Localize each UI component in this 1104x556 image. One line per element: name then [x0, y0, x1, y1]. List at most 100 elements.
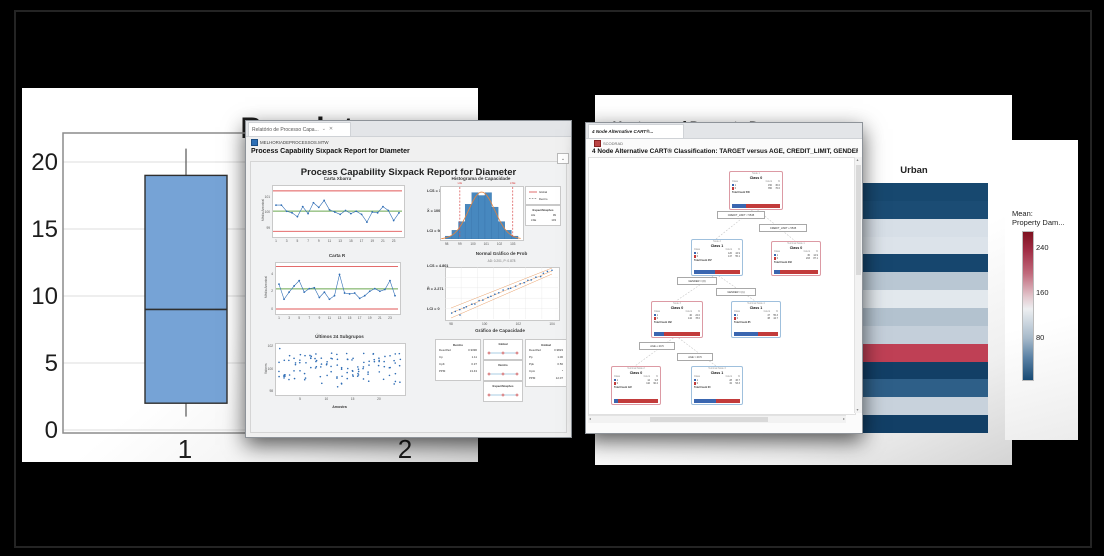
heatmap-cell	[862, 397, 988, 416]
horizontal-scrollbar[interactable]: ◂ ▸	[588, 415, 846, 423]
interval-title: Global	[498, 341, 508, 346]
histogram-xtick: 99	[458, 241, 462, 246]
heatmap-cell	[862, 236, 988, 255]
xbar-chart-xtick: 3	[285, 238, 288, 243]
cart-window: 4 Node Alternative CART®... SCODRAD 4 No…	[585, 122, 863, 434]
heatmap-cell	[862, 254, 988, 273]
interval-box-1: Dentro	[483, 360, 523, 381]
r-chart-xtick: 13	[337, 315, 342, 320]
histogram-xtick: 102	[496, 241, 503, 246]
interval-box-0: Global	[483, 339, 523, 360]
scrollbar-thumb[interactable]	[650, 417, 768, 422]
svg-text:10: 10	[31, 283, 58, 310]
legend-dentro: Dentro	[539, 196, 548, 201]
close-icon[interactable]: ✕	[328, 126, 334, 132]
r-chart-ytick: 0	[271, 307, 273, 311]
xbar-chart-ytick: 99	[266, 225, 270, 230]
svg-text:1: 1	[178, 434, 192, 462]
tab-capability-report[interactable]: Relatório de Processo Capa... ⌄ ✕	[248, 122, 351, 136]
scroll-right-icon[interactable]: ▸	[842, 416, 845, 421]
capability-histogram-title: Histograma de Capacidade	[451, 176, 511, 181]
r-chart-limit-label: LCS = 4.801	[427, 264, 449, 269]
within-table-stat-name: CpK	[439, 362, 445, 366]
r-chart-xtick: 7	[308, 315, 311, 320]
scroll-up-icon[interactable]: ▴	[856, 157, 859, 162]
interval-graphic	[487, 351, 519, 355]
r-chart-xtick: 17	[357, 315, 362, 320]
prob-plot-title: Normal Gráfico de Prob	[475, 251, 528, 256]
xbar-chart-xtick: 9	[317, 238, 320, 243]
heatmap-cell	[862, 272, 988, 291]
collapse-button[interactable]: ⌄	[557, 153, 569, 164]
color-scale-tick: 160	[1036, 288, 1049, 297]
xbar-chart-xtick: 15	[349, 238, 353, 243]
xbar-chart-xtick: 1	[275, 238, 277, 243]
xbar-chart-limit-label: LCI = 98.751	[427, 229, 450, 234]
r-chart-graphic	[276, 265, 398, 310]
spec-name: LIE	[531, 213, 536, 217]
r-chart-title: Carta R	[328, 253, 346, 258]
r-chart-xtick: 3	[288, 315, 290, 320]
overall-table-stat-value: 0.9823	[554, 348, 563, 352]
spec-value: 103	[551, 218, 556, 222]
overall-table-title: Global	[541, 343, 551, 347]
lsl-label: LIE	[457, 181, 463, 185]
within-table-stat-value: 0.37	[471, 362, 477, 366]
scrollbar-thumb[interactable]	[856, 165, 861, 275]
output-heading: Process Capability Sixpack Report for Di…	[251, 148, 410, 155]
last24-graphic	[278, 347, 402, 388]
last24-ytick: 100	[267, 366, 273, 371]
xbar-chart-xtick: 13	[338, 238, 342, 243]
chevron-down-icon[interactable]: ⌄	[321, 126, 326, 132]
cart-tabbar: 4 Node Alternative CART®...	[586, 123, 862, 139]
color-scale-tick: 80	[1036, 333, 1045, 342]
heatmap-column	[862, 183, 988, 434]
last24-xlabel: Amostra	[332, 405, 347, 409]
histogram-xtick: 101	[483, 241, 489, 246]
r-chart-ylabel: Média Amostral	[264, 276, 268, 299]
scroll-left-icon[interactable]: ◂	[589, 416, 592, 421]
heatmap-cell	[862, 183, 988, 201]
legend-label-line2: Property Dam...	[1012, 218, 1065, 228]
overall-table-stat-name: DesvPad	[529, 348, 541, 352]
overall-table-stat-name: Pp	[529, 355, 533, 359]
last24-frame	[275, 343, 406, 396]
worksheet-icon	[594, 140, 601, 147]
within-table-stat-name: Cp	[439, 355, 443, 359]
overall-table-stat-value: 0.56	[557, 362, 563, 366]
overall-table-stat-name: Cpm	[529, 369, 536, 373]
overall-table-stat-value: 12.07	[555, 376, 563, 380]
heatmap-cell	[862, 290, 988, 309]
prob-plot-xtick: 100	[481, 321, 488, 326]
xbar-chart-ytick: 101	[264, 194, 270, 199]
worksheet-row: SCODRAD	[594, 140, 623, 147]
r-chart-xtick: 15	[347, 315, 352, 320]
tab-cart-report[interactable]: 4 Node Alternative CART®...	[588, 124, 684, 138]
within-table-stat-value: 1.11	[471, 355, 477, 359]
last24-title: Últimos 24 Subgrupos	[315, 334, 364, 339]
overall-table-stat-value: 1.06	[557, 355, 563, 359]
heatmap-cell	[862, 308, 988, 326]
heatmap-cell	[862, 218, 988, 237]
interval-box-2: Especificações	[483, 381, 523, 402]
last24-ytick: 102	[267, 344, 273, 349]
vertical-scrollbar[interactable]: ▴ ▾	[854, 157, 862, 413]
xbar-chart-xtick: 5	[296, 238, 299, 243]
xbar-chart-xtick: 7	[307, 238, 309, 243]
xbar-chart-xtick: 17	[359, 238, 364, 243]
report-title: Process Capability Sixpack Report for Di…	[300, 167, 517, 178]
output-heading: 4 Node Alternative CART® Classification:…	[592, 148, 858, 155]
legend-label: Mean: Property Dam...	[1012, 209, 1065, 228]
svg-text:0: 0	[45, 417, 58, 444]
legend-label-line1: Mean:	[1012, 209, 1033, 218]
worksheet-icon	[251, 139, 258, 146]
histogram-xtick: 100	[470, 241, 476, 246]
prob-plot-graphic	[445, 267, 558, 319]
last24-xtick: 20	[377, 396, 381, 401]
worksheet-name: SCODRAD	[603, 141, 624, 146]
last24-xtick: 5	[299, 396, 301, 401]
spec-box: Especificações LIE 99 LSE 103	[525, 205, 561, 226]
scroll-down-icon[interactable]: ▾	[856, 407, 859, 412]
last24-ytick: 98	[269, 388, 273, 393]
